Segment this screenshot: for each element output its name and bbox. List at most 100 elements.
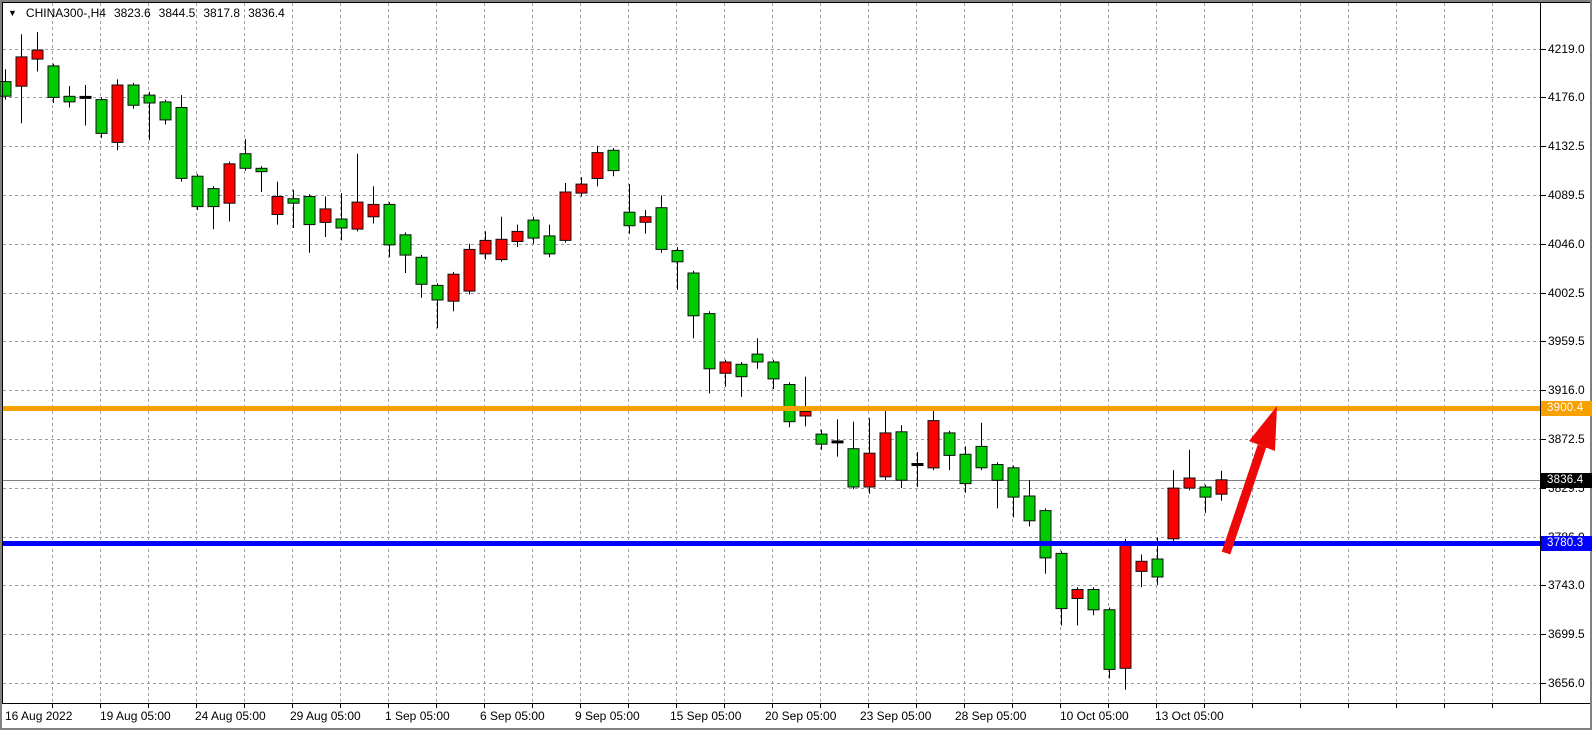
candle (607, 148, 620, 177)
candle (1007, 465, 1020, 518)
candle-body (303, 196, 316, 226)
candle (495, 216, 508, 262)
candle-body (431, 284, 444, 301)
candle-body (111, 84, 124, 143)
candle (1199, 484, 1212, 513)
resistance-line[interactable] (3, 406, 1540, 411)
candle-body (927, 420, 940, 469)
price-axis-label: 3699.5 (1548, 627, 1585, 641)
candle (223, 161, 236, 222)
candle (47, 63, 60, 103)
candle-body (0, 81, 12, 97)
candle-body (751, 353, 764, 363)
candle-body (47, 65, 60, 98)
price-axis-label: 4132.5 (1548, 139, 1585, 153)
candle (591, 145, 604, 187)
candle-body (1119, 542, 1132, 669)
candle (575, 177, 588, 197)
candle-body (1135, 560, 1148, 572)
candle-body (879, 432, 892, 478)
candle (0, 69, 12, 100)
price-axis-label: 4219.0 (1548, 42, 1585, 56)
candle (1071, 587, 1084, 626)
candle-body (191, 175, 204, 208)
time-axis-label: 15 Sep 05:00 (670, 709, 742, 723)
price-axis-label: 4046.0 (1548, 237, 1585, 251)
candle-body (815, 433, 828, 445)
candle-body (911, 463, 924, 466)
support-price-tag: 3780.3 (1541, 536, 1592, 551)
candle-body (159, 101, 172, 121)
candle-body (847, 448, 860, 488)
candle-body (783, 384, 796, 423)
candle (351, 153, 364, 232)
candle-body (95, 99, 108, 134)
candle (559, 183, 572, 243)
price-axis-label: 3916.0 (1548, 383, 1585, 397)
candle-body (255, 167, 268, 173)
candle (767, 359, 780, 389)
candle-body (639, 216, 652, 223)
candle-body (895, 431, 908, 481)
candle (975, 422, 988, 471)
grid-lines (3, 3, 1540, 703)
candle (959, 446, 972, 493)
candle-body (703, 313, 716, 370)
up-arrow-annotation[interactable] (1221, 406, 1277, 555)
candle (735, 362, 748, 397)
candle-body (143, 94, 156, 104)
candle (319, 196, 332, 237)
candle (831, 419, 844, 457)
candle-body (1183, 477, 1196, 489)
candle (207, 186, 220, 230)
candle (543, 224, 556, 258)
candle-body (1087, 589, 1100, 611)
candle-body (575, 183, 588, 194)
candle (415, 255, 428, 298)
price-axis-label: 3743.0 (1548, 578, 1585, 592)
candle-body (671, 250, 684, 263)
candle-body (559, 191, 572, 241)
candle (447, 271, 460, 312)
candle (1023, 480, 1036, 527)
support-line[interactable] (3, 541, 1540, 546)
candle (127, 82, 140, 109)
candle (527, 216, 540, 244)
candle (879, 409, 892, 481)
candle-body (367, 203, 380, 218)
candle-body (1071, 589, 1084, 599)
symbol-period-label: CHINA300-,H4 (25, 6, 106, 20)
candle-body (495, 238, 508, 261)
candle (927, 408, 940, 471)
candle (287, 189, 300, 228)
candle-body (479, 239, 492, 255)
time-axis-label: 13 Oct 05:00 (1155, 709, 1224, 723)
candle (863, 418, 876, 494)
candle-body (399, 234, 412, 256)
candle-body (863, 452, 876, 488)
candle-body (799, 411, 812, 417)
symbol-dropdown-icon[interactable]: ▼ (8, 8, 17, 18)
price-axis-label: 3872.5 (1548, 432, 1585, 446)
candle-body (607, 149, 620, 172)
candle (511, 224, 524, 248)
candle (31, 32, 44, 72)
candle-body (175, 107, 188, 179)
candle-body (63, 95, 76, 103)
candle (1103, 607, 1116, 679)
candle (815, 429, 828, 450)
candle (671, 247, 684, 290)
ohlc-header: ▼ CHINA300-,H4 3823.6 3844.5 3817.8 3836… (8, 6, 285, 20)
time-axis-label: 16 Aug 2022 (5, 709, 73, 723)
candle-body (655, 207, 668, 250)
candle (111, 79, 124, 151)
time-axis-label: 6 Sep 05:00 (480, 709, 545, 723)
candle (895, 425, 908, 489)
candle (175, 95, 188, 182)
candle-body (1215, 479, 1228, 495)
candle-body (1039, 510, 1052, 559)
candle-body (687, 272, 700, 317)
candle (1055, 551, 1068, 626)
